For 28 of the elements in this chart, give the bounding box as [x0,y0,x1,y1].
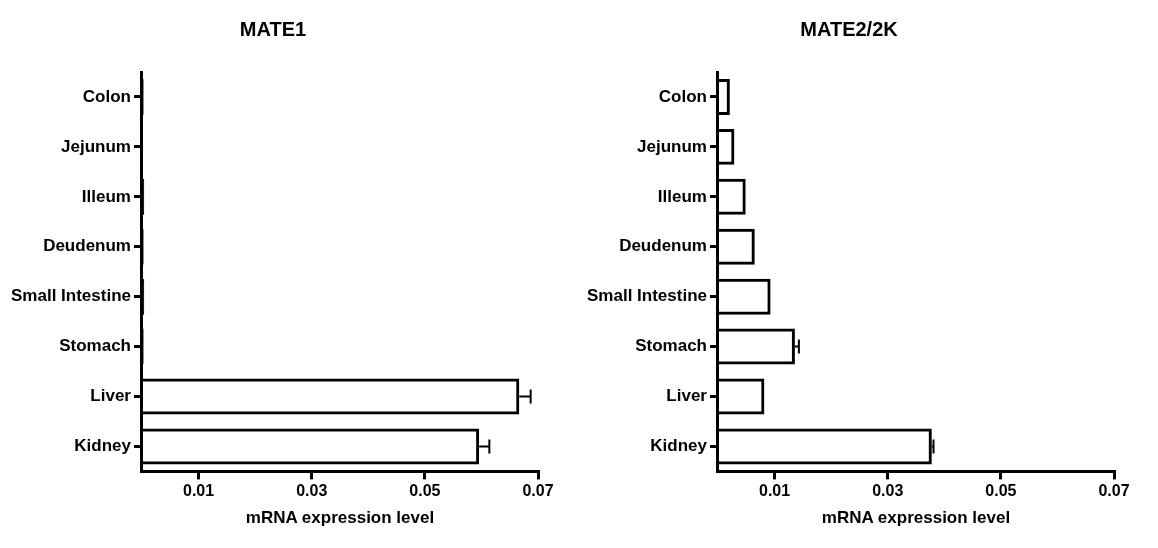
x-tick-label: 0.03 [872,482,904,500]
y-tick-label: Jejunum [637,136,707,156]
x-tick-label: 0.01 [182,482,215,500]
x-tick-label: 0.05 [985,482,1017,500]
x-tick-label: 0.01 [758,482,791,500]
y-tick-label: Colon [82,86,131,106]
y-tick-label: Kidney [650,436,708,456]
y-tick-label: Kidney [74,436,132,456]
y-tick-label: Stomach [635,336,707,356]
x-axis-title: mRNA expression level [245,508,435,528]
y-tick-label: Small Intestine [11,286,131,306]
y-tick-label: Illeum [657,186,707,206]
x-tick-label: 0.07 [1098,482,1130,500]
y-tick-label: Colon [658,86,707,106]
y-tick-label: Deudenum [43,236,131,256]
chart-title: MATE2/2K [800,17,899,40]
y-tick-label: Liver [90,386,132,406]
y-tick-label: Stomach [59,336,131,356]
x-tick-label: 0.05 [409,482,441,500]
x-axis-title: mRNA expression level [821,508,1011,528]
chart-title: MATE1 [239,17,307,40]
x-tick-label: 0.03 [296,482,328,500]
x-tick-label: 0.07 [522,482,554,500]
y-tick-label: Illeum [81,186,131,206]
y-tick-label: Jejunum [61,136,131,156]
y-tick-label: Deudenum [619,236,707,256]
y-tick-label: Liver [666,386,708,406]
y-tick-label: Small Intestine [587,286,707,306]
